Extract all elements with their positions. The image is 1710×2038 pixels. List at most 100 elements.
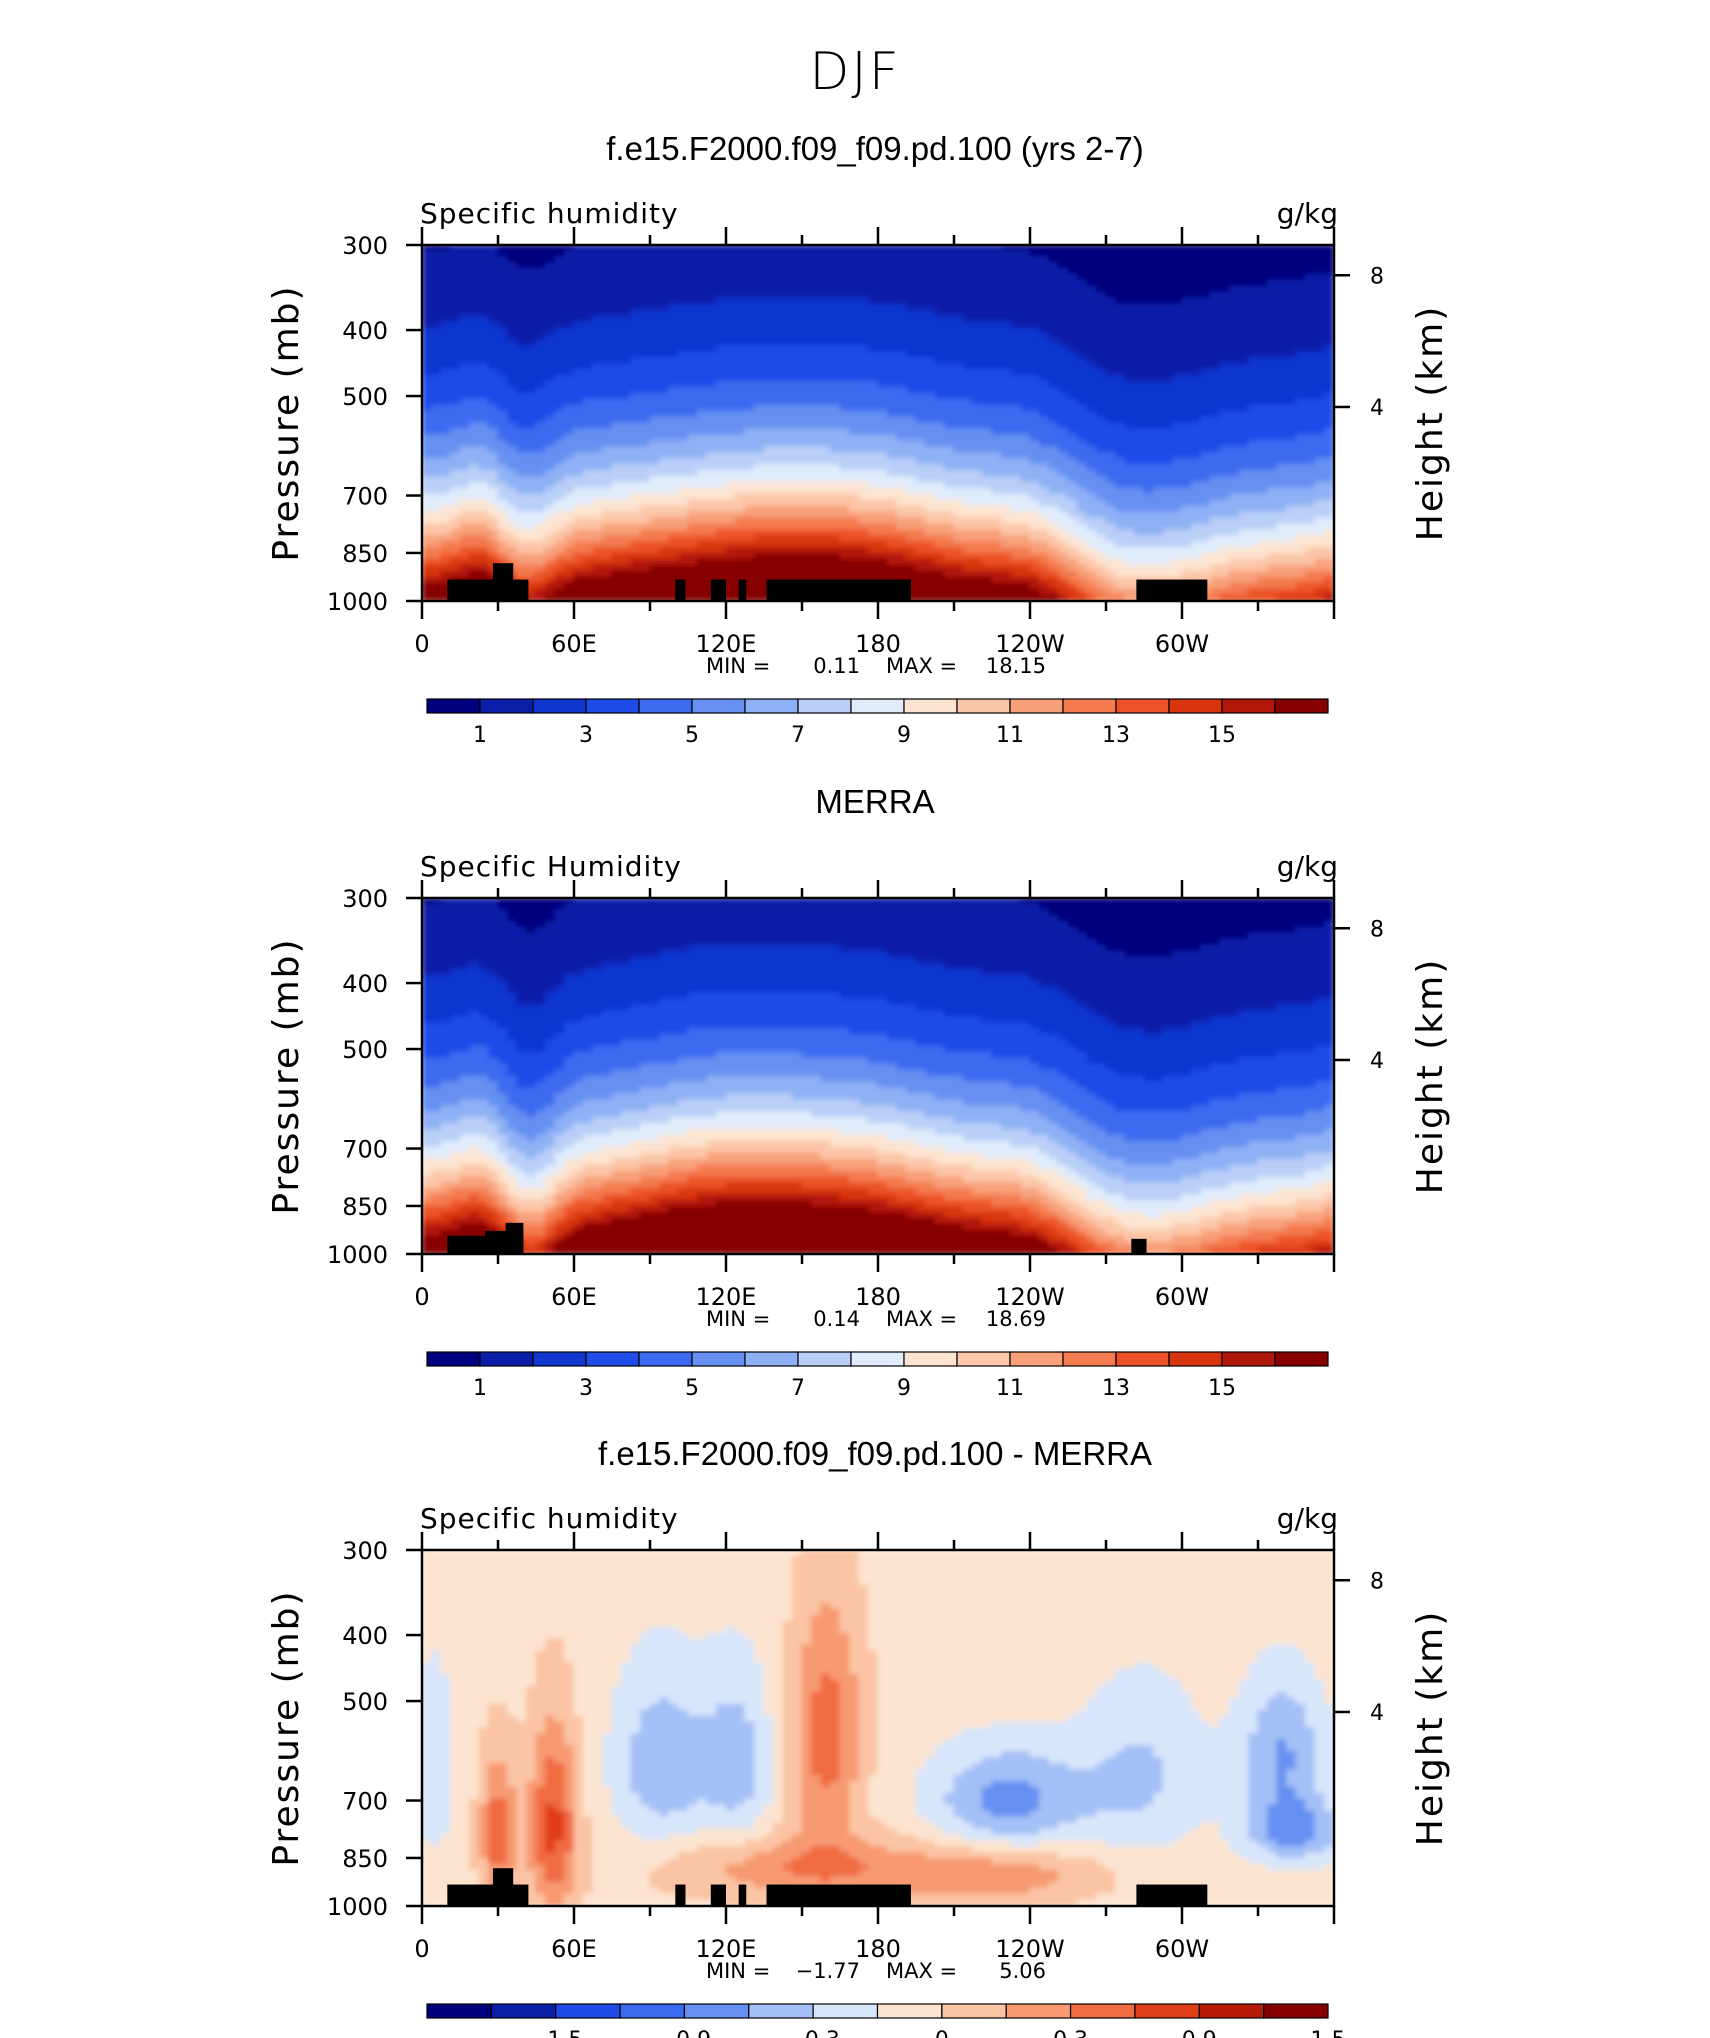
contour-cell <box>1086 505 1098 513</box>
contour-cell <box>1248 351 1259 359</box>
contour-cell <box>1257 303 1269 311</box>
contour-cell <box>459 440 471 448</box>
contour-cell <box>1029 475 1041 483</box>
contour-cell <box>592 333 604 341</box>
contour-cell <box>896 511 908 519</box>
contour-cell <box>488 303 499 311</box>
contour-cell <box>526 523 537 531</box>
contour-cell <box>915 303 927 311</box>
contour-cell <box>1143 327 1155 335</box>
contour-cell <box>725 297 737 305</box>
contour-cell <box>944 428 955 436</box>
contour-cell <box>1020 529 1031 537</box>
contour-cell <box>1143 286 1155 294</box>
contour-cell <box>1286 422 1297 430</box>
contour-cell <box>972 357 984 365</box>
contour-cell <box>934 547 946 555</box>
contour-cell <box>621 250 632 258</box>
contour-cell <box>1153 262 1164 270</box>
contour-cell <box>545 428 556 436</box>
contour-cell <box>1134 245 1145 252</box>
contour-cell <box>1229 309 1240 317</box>
contour-cell <box>896 398 908 406</box>
contour-cell <box>1314 499 1326 507</box>
contour-cell <box>611 303 623 311</box>
contour-cell <box>706 357 718 365</box>
contour-cell <box>868 309 879 317</box>
contour-cell <box>630 434 642 442</box>
contour-cell <box>507 410 518 418</box>
contour-cell <box>972 392 984 400</box>
contour-cell <box>602 315 613 323</box>
contour-cell <box>678 475 689 483</box>
contour-cell <box>1219 309 1231 317</box>
contour-cell <box>1143 333 1155 341</box>
contour-cell <box>583 470 594 478</box>
contour-cell <box>478 274 490 282</box>
contour-cell <box>915 541 927 549</box>
contour-cell <box>1039 452 1050 460</box>
contour-cell <box>982 523 993 531</box>
contour-cell <box>1048 404 1060 412</box>
contour-cell <box>1134 398 1145 406</box>
contour-cell <box>982 250 993 258</box>
contour-cell <box>1324 309 1334 317</box>
contour-cell <box>1124 286 1136 294</box>
contour-cell <box>469 404 480 412</box>
contour-cell <box>1305 245 1316 252</box>
contour-cell <box>801 386 813 394</box>
contour-cell <box>1229 529 1240 537</box>
contour-cell <box>1020 292 1031 300</box>
contour-cell <box>744 339 756 347</box>
contour-cell <box>925 529 936 537</box>
contour-cell <box>678 499 689 507</box>
contour-cell <box>934 446 946 454</box>
contour-cell <box>668 422 680 430</box>
contour-cell <box>887 286 898 294</box>
contour-cell <box>820 357 832 365</box>
contour-cell <box>782 416 794 424</box>
contour-cell <box>1029 511 1041 519</box>
contour-cell <box>440 392 452 400</box>
contour-cell <box>868 511 879 519</box>
contour-cell <box>1048 351 1060 359</box>
contour-cell <box>1067 250 1079 258</box>
contour-cell <box>668 511 680 519</box>
contour-cell <box>1096 339 1107 347</box>
contour-cell <box>782 392 794 400</box>
contour-cell <box>1200 392 1212 400</box>
contour-cell <box>1210 315 1221 323</box>
contour-cell <box>554 315 566 323</box>
contour-cell <box>516 452 528 460</box>
contour-cell <box>849 339 860 347</box>
contour-cell <box>611 386 623 394</box>
contour-cell <box>1191 262 1202 270</box>
contour-cell <box>1143 256 1155 264</box>
contour-cell <box>991 369 1003 377</box>
contour-cell <box>697 541 708 549</box>
contour-cell <box>801 315 813 323</box>
contour-cell <box>896 381 908 389</box>
contour-cell <box>735 357 746 365</box>
contour-cell <box>545 535 556 543</box>
contour-cell <box>535 511 547 519</box>
contour-cell <box>1314 357 1326 365</box>
contour-cell <box>630 256 642 264</box>
contour-cell <box>868 274 879 282</box>
contour-cell <box>659 333 670 341</box>
contour-cell <box>1096 262 1107 270</box>
contour-cell <box>1324 535 1334 543</box>
contour-cell <box>716 416 727 424</box>
contour-cell <box>735 321 746 329</box>
contour-cell <box>1162 434 1174 442</box>
contour-cell <box>583 535 594 543</box>
contour-cell <box>697 375 708 383</box>
contour-cell <box>858 475 870 483</box>
contour-cell <box>1067 422 1079 430</box>
contour-cell <box>1200 256 1212 264</box>
contour-cell <box>811 464 822 472</box>
contour-cell <box>906 416 917 424</box>
contour-cell <box>422 250 433 258</box>
contour-cell <box>668 458 680 466</box>
contour-cell <box>640 464 651 472</box>
